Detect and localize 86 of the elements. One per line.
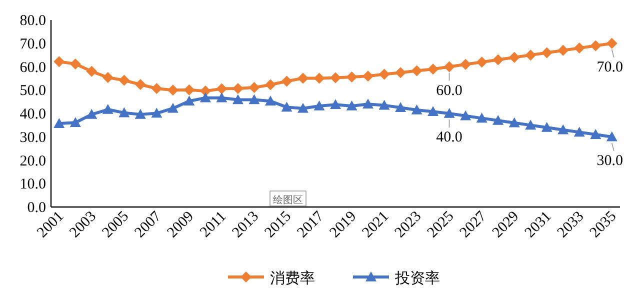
point <box>590 40 602 52</box>
point <box>232 82 244 94</box>
point <box>200 92 211 102</box>
y-tick-label: 60.0 <box>20 60 46 76</box>
legend-label: 投资率 <box>394 269 440 287</box>
point <box>330 99 341 110</box>
data-label: 30.0 <box>596 152 623 169</box>
point <box>167 102 178 113</box>
point <box>378 100 390 110</box>
point <box>444 108 455 118</box>
point <box>378 68 390 80</box>
point <box>541 47 552 58</box>
point <box>362 98 374 109</box>
y-tick-label: 10.0 <box>20 176 46 193</box>
point <box>444 61 455 72</box>
point <box>86 108 98 119</box>
point <box>70 58 81 70</box>
point <box>428 64 439 75</box>
point <box>151 82 162 94</box>
point <box>134 108 146 119</box>
point <box>460 110 472 120</box>
point <box>86 66 98 77</box>
data-label: 40.0 <box>436 130 462 146</box>
y-tick-label: 40.0 <box>20 106 46 122</box>
point <box>362 70 374 82</box>
point <box>428 106 439 116</box>
point <box>476 56 488 68</box>
point <box>264 79 276 90</box>
point <box>590 129 602 139</box>
y-tick-label: 50.0 <box>20 83 46 100</box>
point <box>346 100 358 110</box>
point <box>541 122 552 132</box>
point <box>508 117 520 128</box>
point <box>476 112 488 123</box>
point <box>492 54 504 66</box>
point <box>264 96 276 106</box>
x-tick-label: 2011 <box>197 208 230 241</box>
point <box>558 44 569 56</box>
y-tick-label: 70.0 <box>20 36 46 52</box>
point <box>102 72 114 84</box>
point <box>297 102 308 113</box>
point <box>297 72 308 84</box>
point <box>184 96 195 106</box>
point <box>411 65 422 76</box>
y-tick-label: 30.0 <box>20 130 46 146</box>
point <box>216 92 228 102</box>
point <box>314 72 325 84</box>
point <box>314 100 325 110</box>
point <box>134 79 146 90</box>
point <box>281 102 292 112</box>
point <box>248 82 260 94</box>
point <box>492 115 504 125</box>
point <box>118 74 130 86</box>
point <box>606 131 618 142</box>
point <box>330 72 341 84</box>
point <box>54 118 65 128</box>
point <box>118 107 130 118</box>
point <box>606 38 618 49</box>
point <box>54 56 65 68</box>
point <box>281 76 292 87</box>
y-tick-label: 80.0 <box>20 13 46 29</box>
point <box>346 72 358 83</box>
point <box>232 94 244 104</box>
point <box>508 52 520 63</box>
point <box>102 104 114 114</box>
point <box>525 120 536 130</box>
data-label: 70.0 <box>596 59 623 76</box>
legend-label: 消费率 <box>270 269 315 287</box>
point <box>395 67 406 78</box>
point <box>151 108 162 118</box>
point <box>395 102 406 112</box>
point <box>167 84 178 96</box>
data-label: 60.0 <box>436 82 462 99</box>
point <box>574 126 585 137</box>
point <box>558 124 569 134</box>
annotation: 绘图区 <box>273 194 303 206</box>
y-tick-label: 20.0 <box>20 153 46 170</box>
point <box>70 117 81 128</box>
point <box>460 58 472 70</box>
point <box>184 84 195 96</box>
point <box>525 50 536 61</box>
point <box>248 94 260 104</box>
point <box>411 104 422 114</box>
y-tick-label: 0.0 <box>27 200 46 216</box>
point <box>216 83 228 94</box>
point <box>574 42 585 54</box>
